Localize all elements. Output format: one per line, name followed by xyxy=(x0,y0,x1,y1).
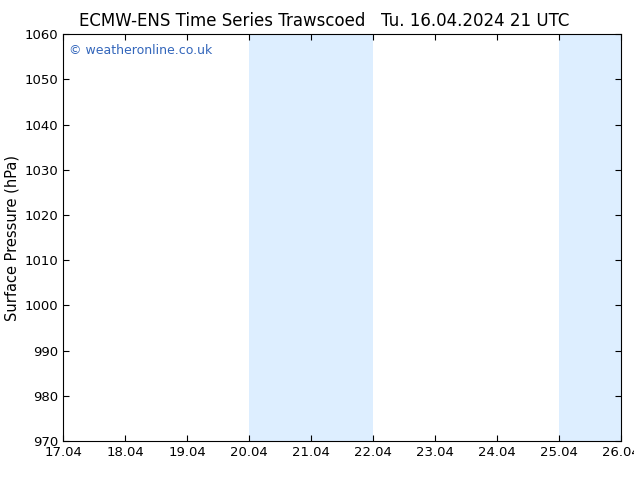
Bar xyxy=(559,34,621,441)
Text: ECMW-ENS Time Series Trawscoed: ECMW-ENS Time Series Trawscoed xyxy=(79,12,365,30)
Y-axis label: Surface Pressure (hPa): Surface Pressure (hPa) xyxy=(4,155,19,320)
Text: Tu. 16.04.2024 21 UTC: Tu. 16.04.2024 21 UTC xyxy=(381,12,570,30)
Bar xyxy=(249,34,311,441)
Text: © weatheronline.co.uk: © weatheronline.co.uk xyxy=(69,45,212,57)
Bar xyxy=(311,34,373,441)
